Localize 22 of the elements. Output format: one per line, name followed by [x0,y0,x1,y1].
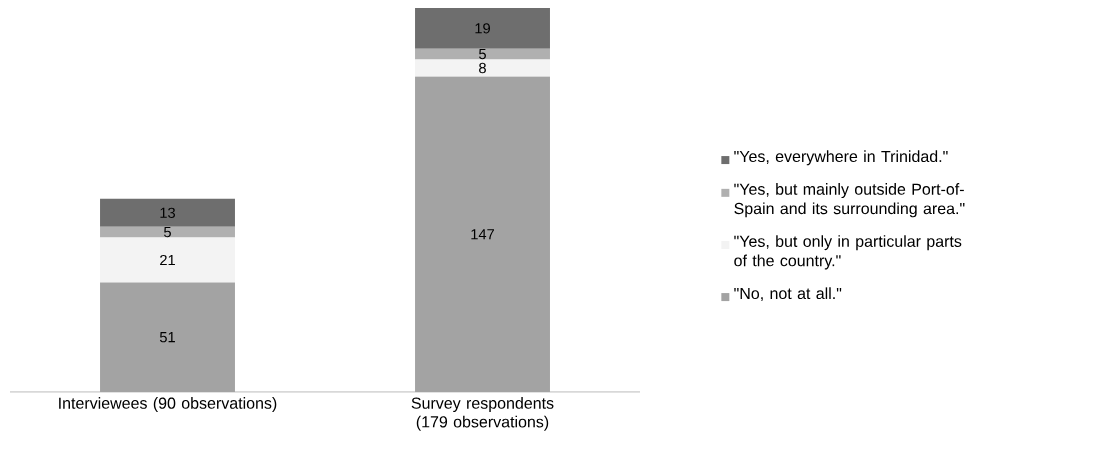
data-label: 5 [164,227,171,238]
bar [100,282,235,392]
data-label: 13 [160,207,176,218]
data-label: 19 [475,23,490,34]
bar [415,59,550,77]
bar [415,76,550,392]
x-tick-label: Survey respondents (179 observations) [411,397,554,431]
bar [100,226,235,238]
bar [415,7,550,49]
bar [100,198,235,227]
data-label: 147 [471,229,494,240]
legend-label: "Yes, but only in particular parts of the country." [734,235,962,270]
data-label: 5 [479,48,486,60]
legend-label: "No, not at all." [734,287,842,301]
data-label: 51 [159,332,175,343]
legend-label: "Yes, but mainly outside Port-of-Spain and its surrounding area." [734,183,965,218]
bar [415,48,550,60]
bar [100,237,235,283]
data-label: 8 [479,62,486,74]
x-tick-label: Interviewees (90 observations) [59,397,277,412]
legend-label: "Yes, everywhere in Trinidad." [734,150,948,166]
data-label: 21 [160,254,175,266]
